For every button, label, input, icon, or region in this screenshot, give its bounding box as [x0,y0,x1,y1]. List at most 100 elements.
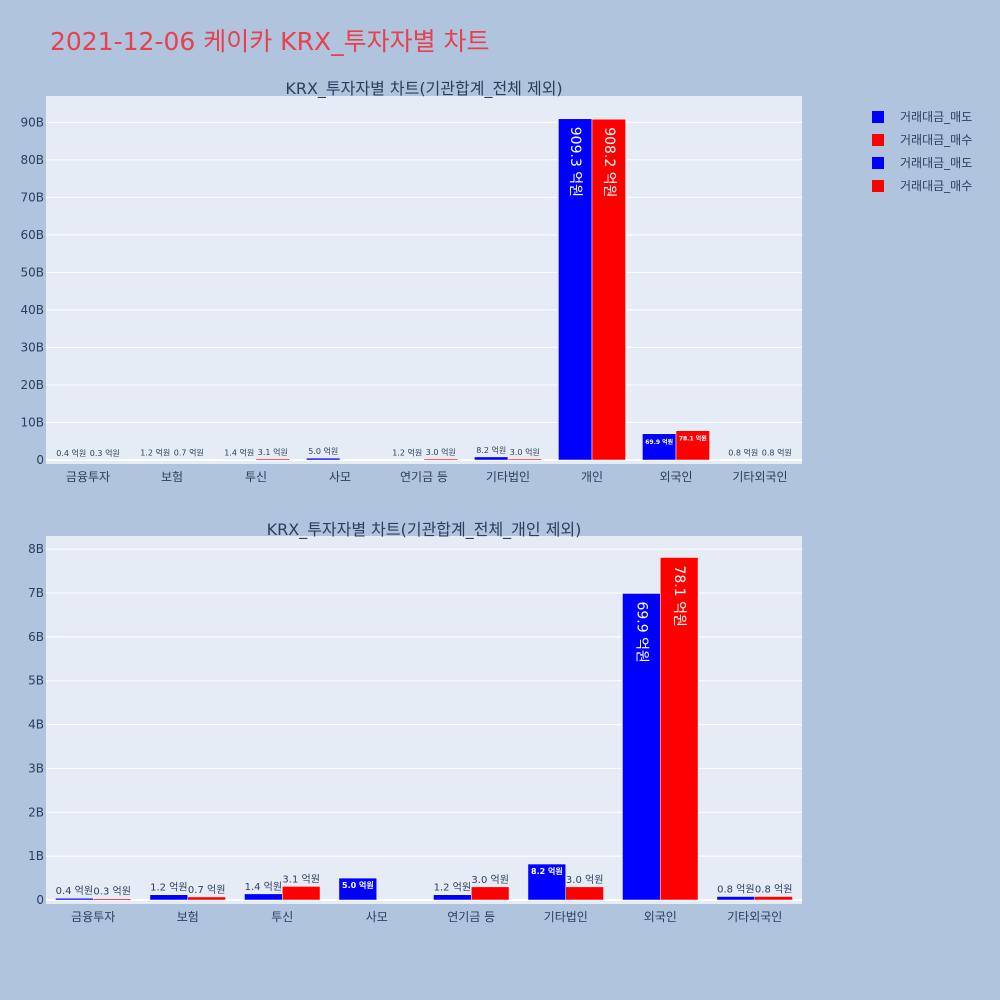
x-tick-label: 금융투자 [71,910,115,924]
bar [149,894,188,901]
y-tick-label: 2B [28,805,44,819]
y-tick-label: 70B [20,190,44,204]
legend-item[interactable]: 거래대금_매수 [872,174,972,197]
y-tick-label: 50B [20,265,44,279]
x-tick-label: 외국인 [644,910,677,924]
bar [255,458,290,461]
legend-swatch [872,110,884,123]
plot-background [46,96,802,464]
legend-label: 거래대금_매도 [900,110,973,124]
bar [642,433,677,461]
data-label: 8.2 억원 [476,445,506,455]
data-label: 5.0 억원 [308,446,338,456]
data-label: 3.0 억원 [471,874,508,886]
data-label: 3.1 억원 [258,447,288,457]
data-label: 5.0 억원 [342,880,374,890]
data-label: 1.2 억원 [392,448,422,458]
y-tick-label: 6B [28,630,44,644]
y-tick-label: 80B [20,153,44,167]
chart-title: KRX_투자자별 차트(기관합계_전체_개인 제외) [267,520,582,540]
y-tick-label: 10B [20,415,44,429]
chart-title: KRX_투자자별 차트(기관합계_전체 제외) [285,79,562,99]
bar [591,118,626,461]
data-label: 0.8 억원 [755,883,792,895]
bar [55,897,94,901]
data-label: 78.1 억원 [679,435,707,443]
bar [558,118,593,461]
data-label: 0.7 억원 [174,448,204,458]
data-label: 1.4 억원 [224,447,254,457]
bar [474,456,509,461]
x-tick-label: 투신 [245,470,267,484]
y-tick-label: 0 [36,893,44,907]
bar [675,430,710,461]
data-label: 3.0 억원 [566,874,603,886]
bar [222,459,257,461]
data-label: 1.4 억원 [245,881,282,893]
page-title: 2021-12-06 케이카 KRX_투자자별 차트 [50,27,490,56]
data-label: 0.8 억원 [762,448,792,458]
x-tick-label: 연기금 등 [400,470,448,484]
x-tick-label: 사모 [366,910,388,924]
legend-item[interactable]: 거래대금_매수 [872,128,972,151]
x-tick-label: 개인 [581,470,603,484]
bar [754,896,793,901]
x-tick-label: 기타법인 [486,470,530,484]
y-tick-label: 4B [28,718,44,732]
legend[interactable]: 거래대금_매도 거래대금_매수 거래대금_매도 거래대금_매수 [872,105,972,197]
y-tick-label: 40B [20,303,44,317]
data-label: 0.4 억원 [56,448,86,458]
data-label: 3.0 억원 [426,447,456,457]
bar [565,886,604,901]
bar [338,877,378,901]
data-label: 909.3 억원 [567,127,583,197]
data-label: 8.2 억원 [531,866,563,876]
x-tick-label: 금융투자 [66,470,110,484]
y-tick-label: 8B [28,542,44,556]
x-tick-label: 외국인 [659,470,692,484]
x-tick-label: 기타법인 [544,910,588,924]
data-label: 3.1 억원 [282,873,319,885]
y-tick-label: 1B [28,849,44,863]
legend-swatch [872,133,884,146]
y-tick-label: 5B [28,674,44,688]
data-label: 1.2 억원 [150,882,187,894]
bar [244,893,283,901]
data-label: 908.2 억원 [601,127,617,197]
legend-item[interactable]: 거래대금_매도 [872,151,972,174]
bar [527,863,567,901]
bar [306,457,341,461]
data-label: 0.8 억원 [728,448,758,458]
x-tick-label: 기타외국인 [732,470,787,484]
y-tick-label: 3B [28,761,44,775]
bar [187,896,226,901]
bar [507,458,542,461]
x-tick-label: 보험 [177,910,199,924]
data-label: 0.7 억원 [188,884,225,896]
x-tick-label: 연기금 등 [447,910,495,924]
data-label: 0.4 억원 [56,885,93,897]
legend-swatch [872,156,884,169]
legend-label: 거래대금_매도 [900,156,973,170]
legend-label: 거래대금_매수 [900,179,973,193]
bar [716,896,756,901]
x-tick-label: 보험 [161,470,183,484]
data-label: 69.9 억원 [633,601,649,662]
chart-1: 0 10B 20B 30B 40B 50B 60B 70B 80B 90B KRX_투자자별 차트(… [20,79,802,484]
y-tick-label: 0 [36,453,44,467]
legend-swatch [872,179,884,192]
data-label: 78.1 억원 [671,565,687,626]
y-tick-label: 30B [20,340,44,354]
data-label: 1.2 억원 [434,882,471,894]
legend-item[interactable]: 거래대금_매도 [872,105,972,128]
y-tick-label: 90B [20,115,44,129]
data-label: 1.2 억원 [140,448,170,458]
data-label: 0.8 억원 [717,883,754,895]
bar [282,886,321,901]
data-label: 3.0 억원 [510,447,540,457]
chart-2: 0 1B 2B 3B 4B 5B 6B 7B 8B KRX_투자자별 차트(기관합계_전체_개인 … [28,520,802,924]
x-tick-label: 투신 [271,910,293,924]
data-label: 0.3 억원 [90,448,120,458]
data-label: 0.3 억원 [93,886,130,898]
